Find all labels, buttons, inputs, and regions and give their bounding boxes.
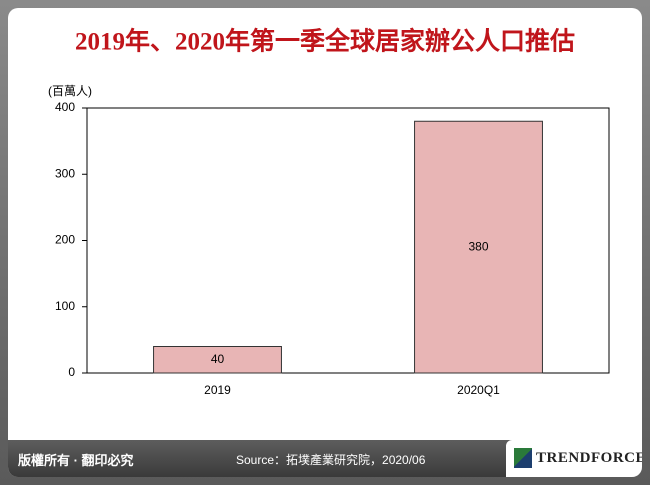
x-tick-label: 2020Q1: [457, 383, 500, 397]
y-tick-label: 200: [55, 233, 75, 247]
y-tick-label: 300: [55, 166, 75, 180]
footer: 版權所有 · 翻印必究 Source：拓墣產業研究院，2020/06 TREND…: [8, 440, 642, 477]
chart-title: 2019年、2020年第一季全球居家辦公人口推估: [75, 27, 575, 56]
y-tick-label: 100: [55, 299, 75, 313]
bar: [153, 346, 282, 374]
logo-text: TRENDFORCE: [536, 450, 642, 466]
logo: TRENDFORCE: [506, 440, 642, 477]
data-label: 40: [211, 352, 225, 366]
chart: 2019年、2020年第一季全球居家辦公人口推估 (百萬人) 0 100 200 30…: [48, 27, 610, 397]
panel: 2019年、2020年第一季全球居家辦公人口推估 (百萬人) 0 100 200 30…: [8, 8, 642, 477]
source: Source：拓墣產業研究院，2020/06: [236, 453, 426, 467]
y-tick-label: 400: [55, 100, 75, 114]
y-axis-label: (百萬人): [48, 84, 92, 98]
x-tick-label: 2019: [204, 383, 231, 397]
copyright: 版權所有 · 翻印必究: [18, 453, 134, 468]
data-label: 380: [468, 239, 488, 253]
y-tick-label: 0: [68, 365, 75, 379]
bar: [414, 120, 543, 374]
